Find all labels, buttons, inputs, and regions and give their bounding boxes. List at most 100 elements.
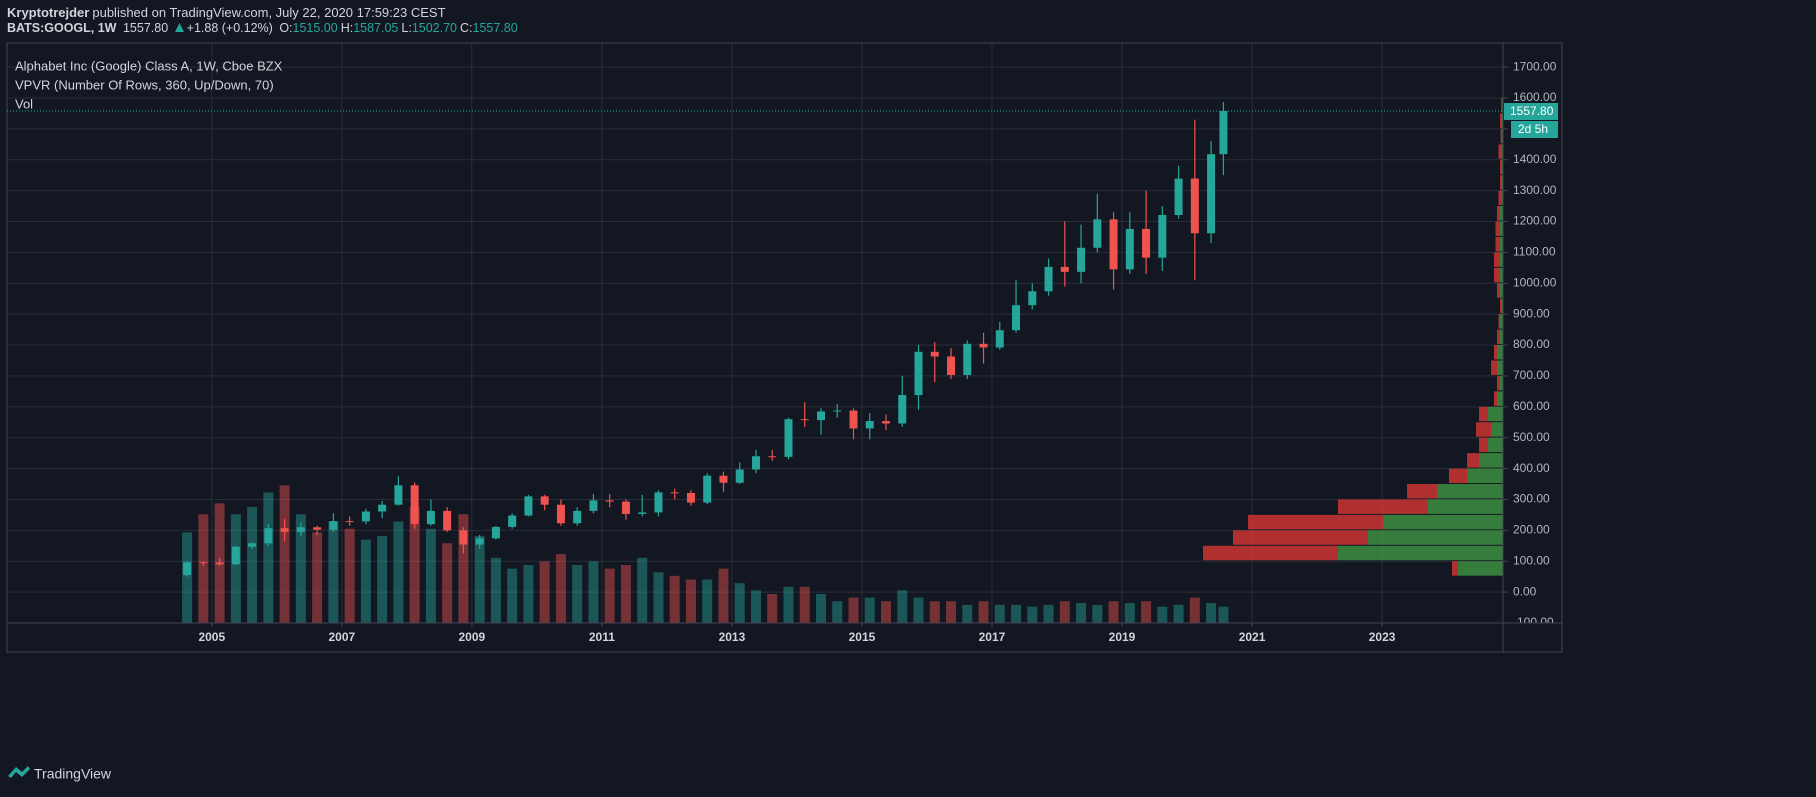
candle-body xyxy=(556,504,565,524)
volume-bar xyxy=(539,561,550,623)
volume-bar xyxy=(734,583,745,623)
vpvr-up xyxy=(1501,175,1503,190)
volume-bar xyxy=(442,543,453,623)
vpvr-down xyxy=(1498,190,1502,206)
vpvr-up xyxy=(1488,406,1503,422)
x-tick-label: 2015 xyxy=(849,630,876,644)
volume-bar xyxy=(328,521,339,623)
volume-bar xyxy=(669,575,680,623)
volume-bar xyxy=(767,594,778,623)
candle-body xyxy=(1093,219,1102,248)
volume-bar xyxy=(620,565,631,623)
volume-bar xyxy=(360,539,371,623)
candle-body xyxy=(833,410,842,412)
vpvr-down xyxy=(1476,422,1491,437)
candle-body xyxy=(296,527,305,532)
x-tick-label: 2009 xyxy=(459,630,486,644)
volume-bar xyxy=(897,590,908,623)
candle-body xyxy=(183,562,192,576)
volume-bar xyxy=(263,492,274,623)
y-tick-label: 1400.00 xyxy=(1513,152,1557,166)
volume-bar xyxy=(588,561,599,623)
change: +1.88 (+0.12%) xyxy=(186,21,273,35)
volume-bar xyxy=(702,579,713,623)
candle-body xyxy=(963,343,972,376)
candle-body xyxy=(1060,266,1069,272)
publisher: Kryptotrejder xyxy=(7,5,90,20)
vpvr-down xyxy=(1500,298,1502,314)
y-tick-label: 900.00 xyxy=(1513,306,1550,320)
volume-bar xyxy=(929,601,940,623)
volume-bar xyxy=(1218,606,1229,623)
volume-bar xyxy=(295,514,306,623)
vpvr-up xyxy=(1500,314,1503,329)
candle-body xyxy=(1044,266,1053,292)
volume-bar xyxy=(458,514,469,623)
vpvr-up xyxy=(1500,375,1503,391)
vpvr-up xyxy=(1437,484,1503,499)
legend-title: Alphabet Inc (Google) Class A, 1W, Cboe … xyxy=(15,58,283,73)
vpvr-down xyxy=(1494,252,1500,267)
candle-body xyxy=(621,501,630,514)
candle-body xyxy=(1190,178,1199,234)
candle-body xyxy=(264,528,273,544)
candle-body xyxy=(394,485,403,505)
volume-bar xyxy=(425,528,436,623)
vpvr-up xyxy=(1488,437,1503,453)
volume-bar xyxy=(555,554,566,623)
vpvr-up xyxy=(1501,144,1503,159)
volume-bar xyxy=(1108,601,1119,623)
candle-body xyxy=(800,419,809,421)
vpvr-down xyxy=(1491,360,1497,375)
y-tick-label: 200.00 xyxy=(1513,523,1550,537)
candle-body xyxy=(378,504,387,512)
vpvr-down xyxy=(1497,375,1500,391)
candle-body xyxy=(491,526,500,539)
volume-bar xyxy=(393,521,404,623)
vpvr-down xyxy=(1498,314,1500,329)
vpvr-down xyxy=(1494,391,1497,406)
candle-body xyxy=(670,492,679,494)
volume-bar xyxy=(1124,603,1135,623)
volume-bar xyxy=(913,597,924,623)
volume-bar xyxy=(1173,604,1184,623)
candle-body xyxy=(313,527,322,530)
candle-body xyxy=(215,562,224,565)
volume-bar xyxy=(474,536,485,623)
vpvr-up xyxy=(1501,159,1503,175)
y-tick-label: 0.00 xyxy=(1513,584,1537,598)
candle-body xyxy=(280,528,289,532)
publish-line: Kryptotrejder published on TradingView.co… xyxy=(7,5,449,20)
volume-bar xyxy=(799,586,810,623)
candle-body xyxy=(768,456,777,458)
x-tick-label: 2013 xyxy=(719,630,746,644)
legend-vol: Vol xyxy=(15,96,33,111)
volume-bar xyxy=(1092,604,1103,623)
candle-body xyxy=(1207,154,1216,234)
volume-bar xyxy=(377,536,388,623)
candle-body xyxy=(1158,215,1167,258)
candle-body xyxy=(1028,291,1037,306)
last-price-box xyxy=(1504,103,1558,121)
volume-bar xyxy=(1206,603,1217,623)
vpvr-up xyxy=(1467,468,1503,484)
vpvr-down xyxy=(1449,468,1467,484)
countdown: 2d 5h xyxy=(1518,122,1548,136)
candle-body xyxy=(475,538,484,545)
vpvr-down xyxy=(1479,437,1488,453)
vpvr-up xyxy=(1501,190,1503,206)
candle-body xyxy=(345,521,354,523)
y-tick-label: -100.00 xyxy=(1513,615,1554,629)
volume-bar xyxy=(604,568,615,623)
volume-bar xyxy=(1141,601,1152,623)
candle-body xyxy=(686,492,695,503)
vpvr-down xyxy=(1497,283,1500,298)
candle-body xyxy=(1077,247,1086,272)
volume-bar xyxy=(312,532,323,623)
candle-body xyxy=(995,330,1004,348)
volume-bar xyxy=(409,507,420,623)
vpvr-up xyxy=(1500,221,1503,236)
candle-body xyxy=(1142,228,1151,258)
volume-bar xyxy=(572,565,583,623)
candle-body xyxy=(410,485,419,525)
